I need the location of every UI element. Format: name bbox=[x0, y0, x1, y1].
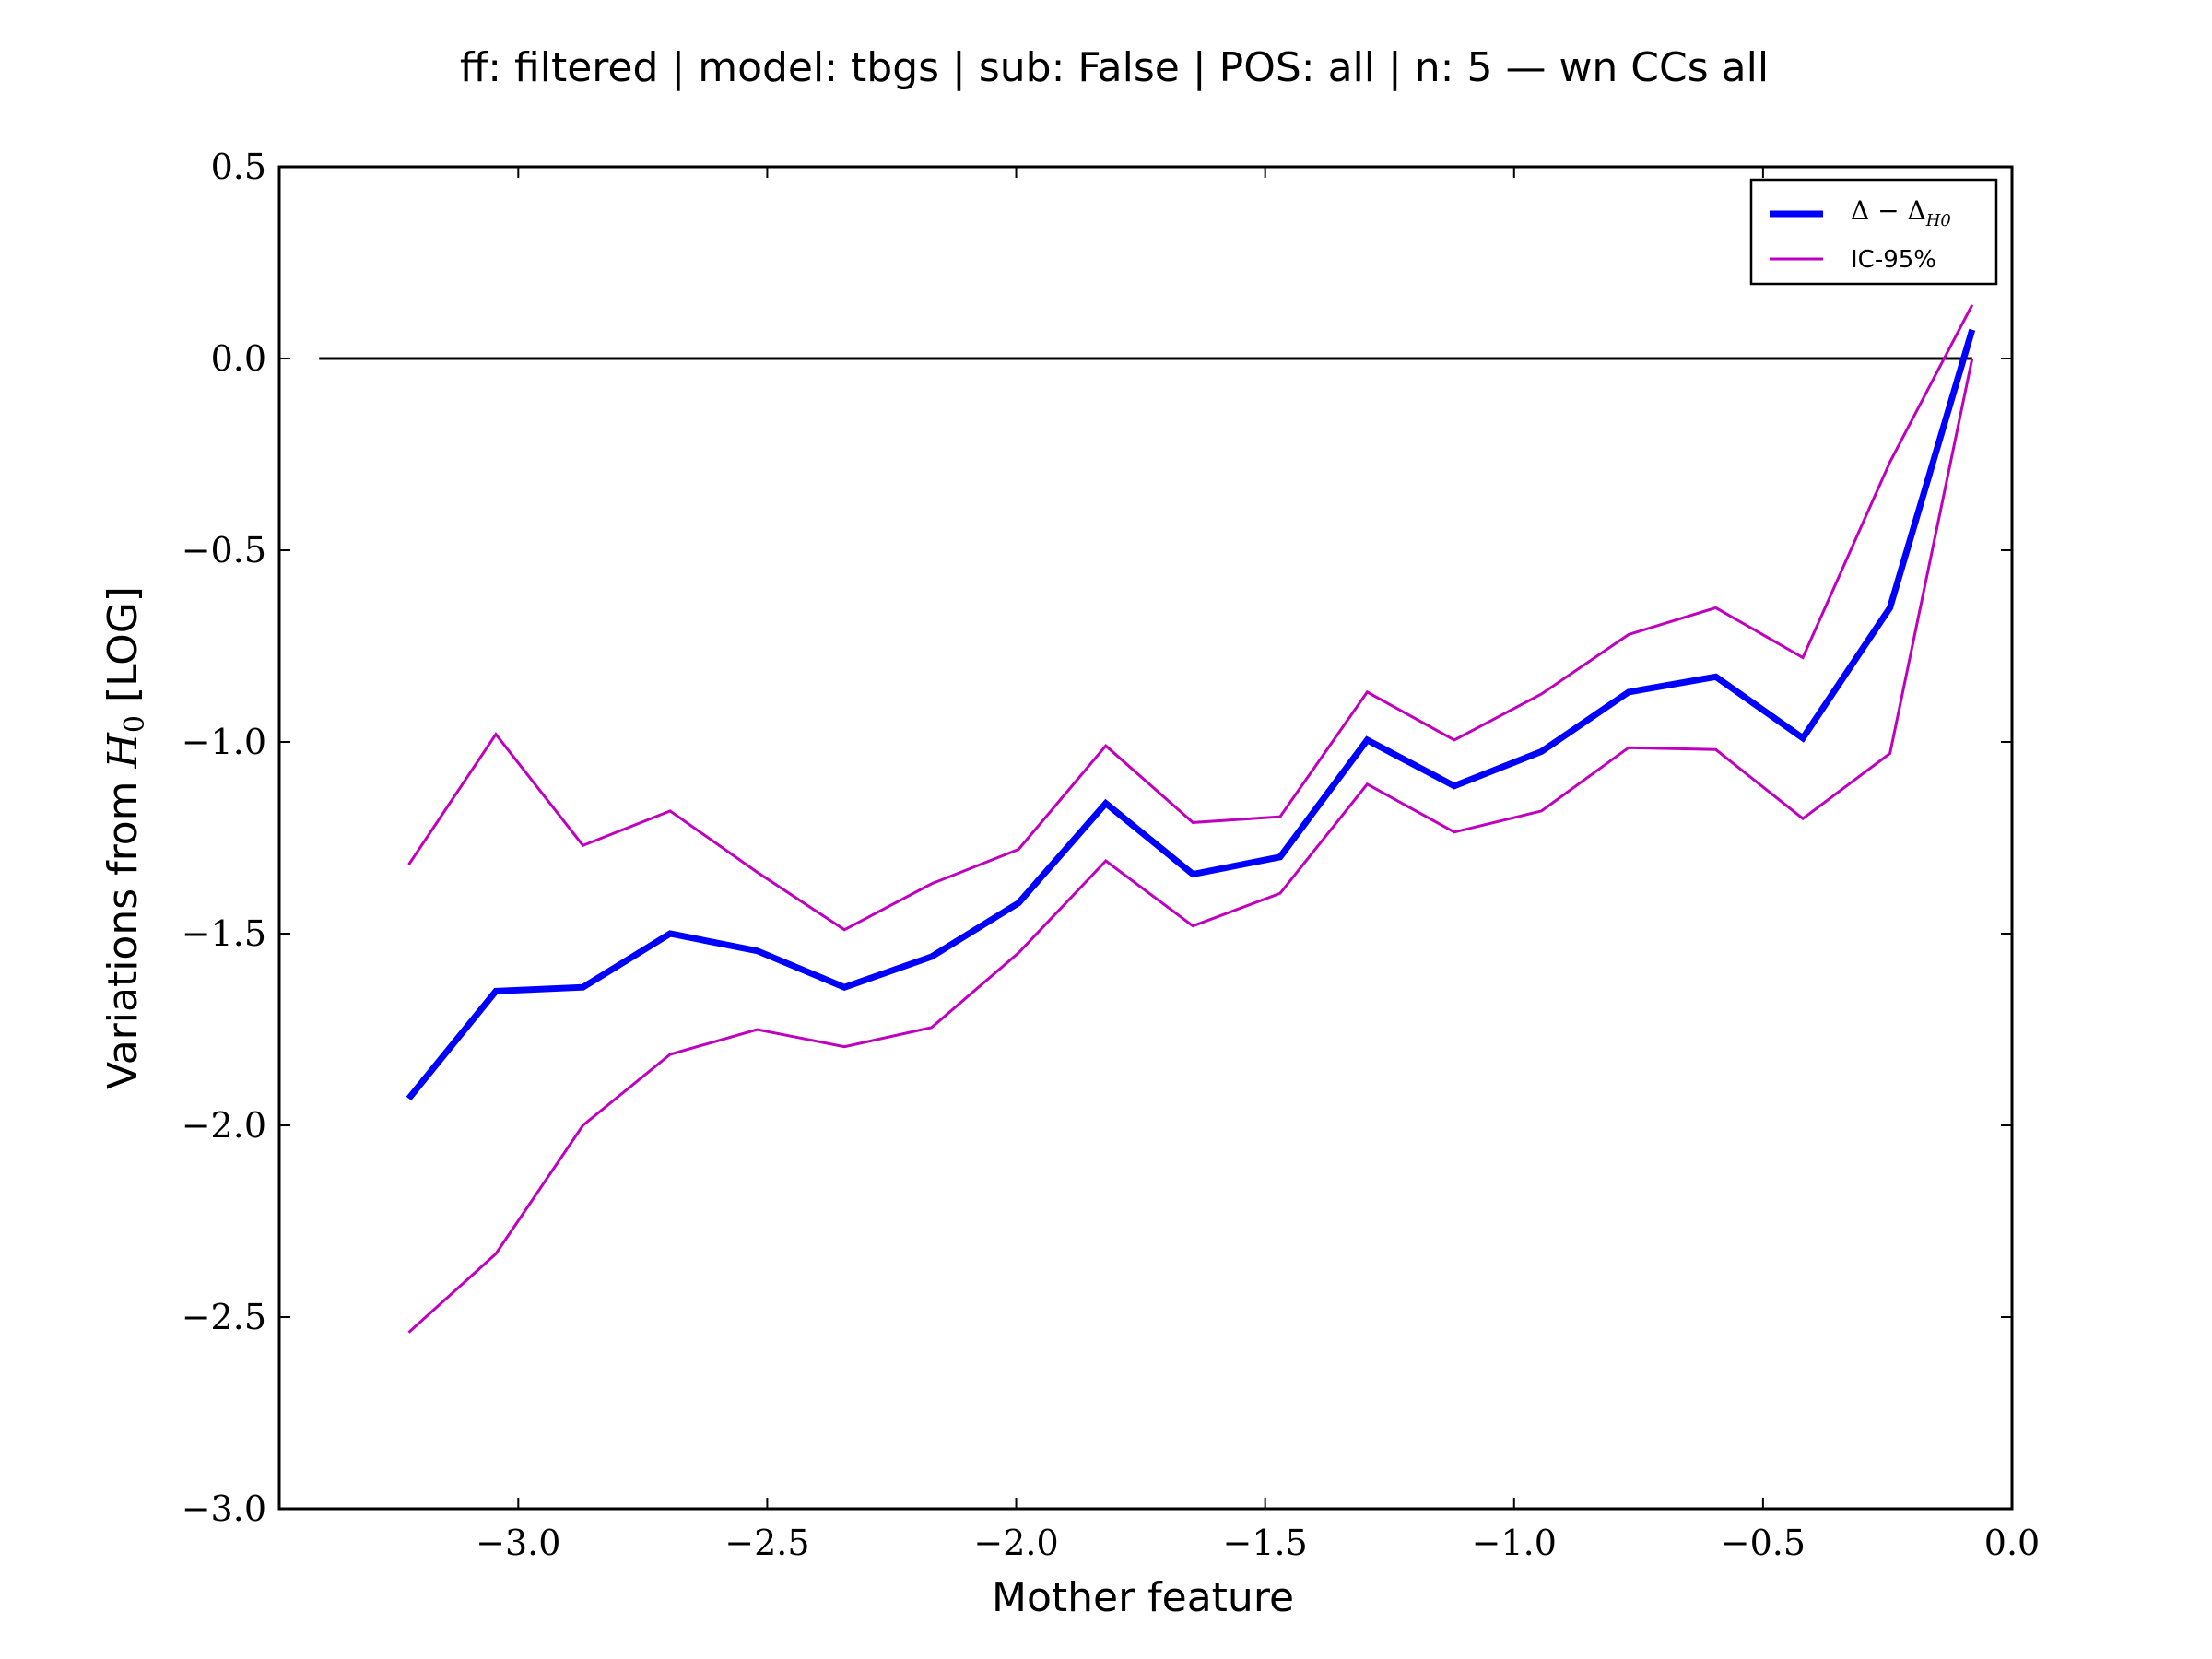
legend: Δ − ΔH0 IC-95% bbox=[1749, 178, 1998, 286]
series-line-lower bbox=[407, 358, 1974, 1334]
x-tick-label: 0.0 bbox=[1984, 1523, 2040, 1563]
y-axis-label-symbol: H bbox=[100, 731, 147, 769]
series-line-main bbox=[406, 328, 1976, 1101]
y-tick-label: −3.0 bbox=[182, 1488, 266, 1529]
legend-box bbox=[1749, 178, 1998, 286]
ticks-layer: −3.0 −2.5 −2.0 −1.5 −1.0 −0.5 0.0 0.5 0.0 −0.5 −1.… bbox=[182, 147, 2041, 1563]
x-tick-label: −1.0 bbox=[1472, 1523, 1557, 1563]
legend-label-ci: IC-95% bbox=[1851, 246, 1936, 274]
x-tick-label: −0.5 bbox=[1721, 1523, 1806, 1563]
y-tick-label: −1.5 bbox=[182, 913, 266, 954]
legend-label-main-subscript: H0 bbox=[1925, 211, 1951, 230]
x-tick-label: −3.0 bbox=[476, 1523, 560, 1563]
legend-label-main-text: Δ − Δ bbox=[1851, 195, 1926, 226]
y-tick-label: −2.0 bbox=[182, 1105, 266, 1146]
legend-label-main: Δ − ΔH0 bbox=[1851, 195, 1951, 230]
series-line-upper bbox=[407, 304, 1974, 932]
y-axis-label-suffix: [LOG] bbox=[100, 586, 147, 715]
plot-area: −3.0 −2.5 −2.0 −1.5 −1.0 −0.5 0.0 0.5 0.0 −0.5 −1.… bbox=[182, 147, 2041, 1563]
x-tick-label: −2.0 bbox=[973, 1523, 1058, 1563]
y-tick-label: 0.0 bbox=[211, 338, 266, 379]
y-axis-label-subscript: 0 bbox=[119, 715, 151, 733]
x-tick-label: −2.5 bbox=[724, 1523, 809, 1563]
y-axis-label: Variations from H0 [LOG] bbox=[100, 586, 151, 1089]
chart-title: ff: filtered | model: tbgs | sub: False … bbox=[460, 44, 1769, 91]
x-tick-label: −1.5 bbox=[1223, 1523, 1308, 1563]
y-tick-label: 0.5 bbox=[211, 147, 266, 187]
x-axis-label: Mother feature bbox=[992, 1574, 1294, 1621]
y-tick-label: −2.5 bbox=[182, 1297, 266, 1337]
y-tick-label: −0.5 bbox=[182, 530, 266, 571]
y-axis-label-main: Variations from bbox=[100, 768, 147, 1089]
y-tick-label: −1.0 bbox=[182, 722, 266, 762]
series-layer bbox=[406, 304, 1976, 1334]
